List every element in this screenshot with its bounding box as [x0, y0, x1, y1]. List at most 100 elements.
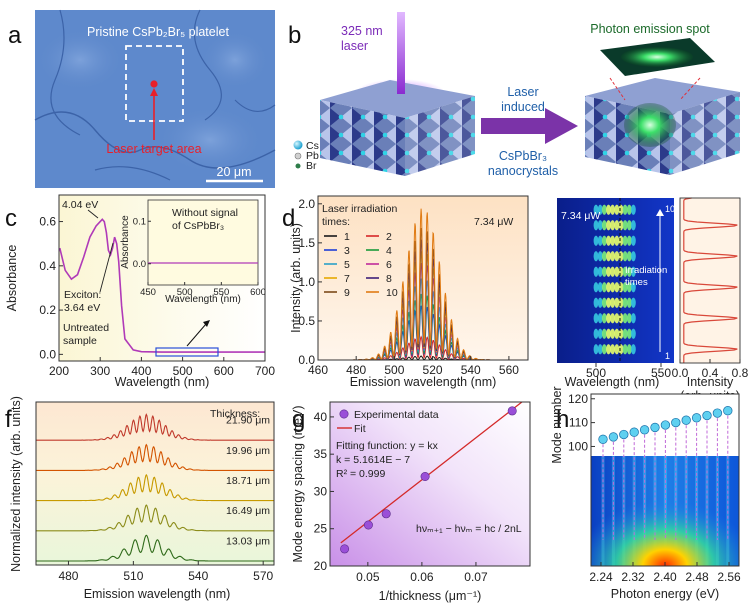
fringe-spot — [618, 313, 624, 324]
xtick-label: 700 — [255, 364, 275, 378]
mode-point — [650, 422, 660, 433]
plot-frame-f — [35, 401, 275, 566]
xtick-label: 2.48 — [685, 570, 709, 584]
rotated-label-2: times — [625, 277, 648, 288]
fringe-spot — [606, 235, 611, 246]
xtick-label: 2.24 — [589, 570, 613, 584]
ytick-label: 0.2 — [39, 303, 56, 317]
arrow-label-bottom-2: nanocrystals — [488, 164, 558, 178]
fringe-spot — [610, 344, 615, 355]
laser-spot — [150, 80, 158, 88]
inset-xlabel: Wavelength (nm) — [165, 294, 241, 305]
fringe-spot — [601, 266, 607, 277]
legend-label: 8 — [386, 273, 392, 285]
arrow-label-top-2: induced — [501, 100, 545, 114]
legend-pb: Pb — [306, 150, 319, 162]
emission-spot — [621, 47, 693, 67]
sample-line-2: sample — [63, 335, 97, 347]
mode-point — [619, 429, 629, 440]
fringe-spot — [631, 282, 636, 293]
plot-frame-c — [58, 194, 266, 362]
xtick-label: 480 — [346, 363, 366, 377]
thickness-series — [36, 504, 274, 532]
ytick-label: 1.5 — [298, 236, 315, 250]
xtick-label: 600 — [214, 364, 234, 378]
fringe-spot — [606, 282, 611, 293]
ytick-label: 120 — [568, 392, 588, 406]
xtick-label: 500 — [384, 363, 404, 377]
panel-e: e 7.34 μW Irradiation times 10 1 500550 … — [557, 197, 749, 403]
xtick-label: 0.06 — [410, 570, 434, 584]
fringe-spot — [601, 313, 607, 324]
xlabel-g: 1/thickness (μm⁻¹) — [379, 589, 482, 603]
xtick-label: 550 — [651, 366, 671, 380]
xtick-label: 2.56 — [717, 570, 741, 584]
fringe-spot — [614, 313, 620, 324]
fringe-spot — [622, 204, 628, 215]
fringe-spot — [626, 220, 632, 231]
ylabel-g: Mode energy spacing (meV) — [291, 405, 305, 562]
fringe-spot — [593, 282, 599, 293]
panel-label-f: f — [5, 406, 12, 433]
xtick-label: 2.32 — [621, 570, 645, 584]
fringe-spot — [618, 266, 624, 277]
panel-f: f 480 510 540 570 Normalized intensity (arb… — [5, 396, 275, 601]
fringe-spot — [606, 266, 611, 277]
panel-label-a: a — [8, 22, 22, 49]
mode-point — [691, 413, 702, 423]
intensity-profile — [683, 197, 738, 363]
xtick2-label: 0.0 — [672, 366, 689, 380]
xtick-label: 480 — [58, 569, 78, 583]
plot-frame-d — [317, 195, 529, 361]
legend-label: 3 — [344, 245, 350, 257]
fringe-spot — [597, 344, 603, 355]
fringe-spot — [626, 297, 632, 308]
panel-label-d: d — [282, 205, 295, 232]
crystal-left-top — [320, 80, 475, 118]
fringe-spot — [610, 328, 615, 339]
ytick-label: 0.5 — [298, 314, 315, 328]
fringe-spot — [614, 220, 620, 231]
thickness-series — [36, 473, 274, 502]
laser-beam — [397, 12, 405, 94]
fringe-spot — [631, 344, 636, 355]
fringe-spot — [597, 297, 603, 308]
xtick-label: 2.40 — [653, 570, 677, 584]
thickness-label: 16.49 μm — [226, 505, 270, 517]
panel-d: d 460 480 500 520 540 560 0.0 0.5 1.0 1.5 2.0 Inte… — [282, 195, 529, 389]
fringe-spot — [631, 313, 636, 324]
fringe-spot — [618, 220, 624, 231]
fringe-spot — [614, 251, 620, 262]
inset-xtick-label: 500 — [177, 287, 193, 298]
panel-h: h 2.24 2.32 2.40 2.48 2.56 100 110 120 Mode num… — [550, 386, 741, 601]
mode-point — [712, 408, 723, 418]
absorbance-curve — [59, 218, 265, 353]
fit-function: Fitting function: y = kx — [336, 440, 439, 452]
fringe-spot — [618, 282, 624, 293]
fringe-spot — [593, 266, 599, 277]
mode-point — [660, 420, 671, 430]
fringe-spot — [601, 328, 607, 339]
ytick-label: 0.4 — [39, 259, 56, 273]
fringe-spot — [606, 251, 611, 262]
fringe-spot — [618, 251, 624, 262]
xtick-label: 500 — [173, 364, 193, 378]
ylabel-f: Normalized intensity (arb. units) — [9, 396, 23, 572]
fringe-spot — [610, 266, 615, 277]
ytick-label: 100 — [568, 439, 588, 453]
fringe-spot — [626, 266, 632, 277]
ytick-label: 0.6 — [39, 215, 56, 229]
fringe-spot — [622, 313, 628, 324]
fringe-spot — [606, 328, 611, 339]
legend-br: Br — [306, 160, 317, 172]
fringe-spot — [614, 266, 620, 277]
ylabel-h: Mode number — [550, 386, 564, 463]
fringe-spot — [618, 235, 624, 246]
xtick-label: 460 — [308, 363, 328, 377]
ytick-label: 25 — [314, 522, 328, 536]
fringe-spot — [593, 251, 599, 262]
panel-label-h: h — [556, 406, 569, 433]
fsr-formula: hνₘ₊₁ − hνₘ = hc / 2nL — [416, 523, 522, 535]
inset-frame — [147, 199, 259, 286]
